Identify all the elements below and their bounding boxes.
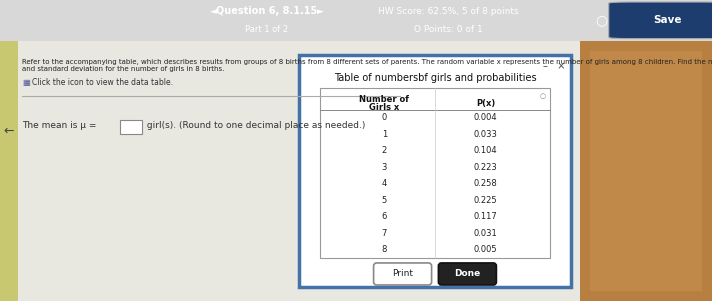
Text: O Points: 0 of 1: O Points: 0 of 1 <box>414 25 483 34</box>
Text: Save: Save <box>653 15 682 25</box>
Text: Girls x: Girls x <box>370 103 399 112</box>
Text: 8: 8 <box>382 245 387 254</box>
Bar <box>590 51 702 291</box>
Text: 0: 0 <box>382 113 387 123</box>
FancyBboxPatch shape <box>439 263 496 285</box>
Text: 0.005: 0.005 <box>473 245 498 254</box>
Bar <box>0 41 18 301</box>
Text: P(x): P(x) <box>476 99 496 108</box>
Text: 1: 1 <box>382 130 387 139</box>
Text: girl(s). (Round to one decimal place as needed.): girl(s). (Round to one decimal place as … <box>144 121 365 130</box>
Text: 5: 5 <box>382 196 387 205</box>
Text: Print: Print <box>392 269 413 278</box>
Text: 0.033: 0.033 <box>473 130 498 139</box>
Text: 7: 7 <box>382 229 387 238</box>
FancyBboxPatch shape <box>609 2 712 39</box>
Text: HW Score: 62.5%, 5 of 8 points: HW Score: 62.5%, 5 of 8 points <box>378 7 519 16</box>
Text: ○: ○ <box>595 13 608 27</box>
Text: 0.225: 0.225 <box>473 196 498 205</box>
Text: 0.031: 0.031 <box>473 229 498 238</box>
Text: Click the icon to view the data table.: Click the icon to view the data table. <box>32 78 173 87</box>
Text: The mean is μ =: The mean is μ = <box>22 121 96 130</box>
FancyBboxPatch shape <box>374 263 431 285</box>
Text: 6: 6 <box>382 212 387 221</box>
Text: Part 1 of 2: Part 1 of 2 <box>246 25 288 34</box>
Text: 0.117: 0.117 <box>473 212 498 221</box>
Text: 2: 2 <box>382 146 387 155</box>
Bar <box>320 88 550 258</box>
Text: ►: ► <box>317 7 324 16</box>
Text: Question 6, 8.1.15: Question 6, 8.1.15 <box>216 6 318 16</box>
Text: 0.223: 0.223 <box>473 163 498 172</box>
Bar <box>18 41 580 301</box>
Text: Done: Done <box>454 269 481 278</box>
FancyBboxPatch shape <box>299 55 571 287</box>
Text: –   ×: – × <box>543 61 565 71</box>
Text: Table of numbers​bf girls and probabilities: Table of numbers​bf girls and probabilit… <box>334 73 536 83</box>
Text: Number of: Number of <box>360 95 409 104</box>
Text: 0.258: 0.258 <box>473 179 498 188</box>
Text: ◄: ◄ <box>210 7 217 16</box>
Text: 0.104: 0.104 <box>473 146 498 155</box>
Bar <box>580 41 712 301</box>
Text: 0.004: 0.004 <box>473 113 498 123</box>
Text: ←: ← <box>4 124 14 137</box>
Text: Refer to the accompanying table, which describes results from groups of 8 births: Refer to the accompanying table, which d… <box>22 59 712 72</box>
Text: 3: 3 <box>382 163 387 172</box>
Text: ○: ○ <box>540 93 546 99</box>
Text: ▦: ▦ <box>22 78 30 87</box>
Bar <box>120 120 142 134</box>
Text: 4: 4 <box>382 179 387 188</box>
